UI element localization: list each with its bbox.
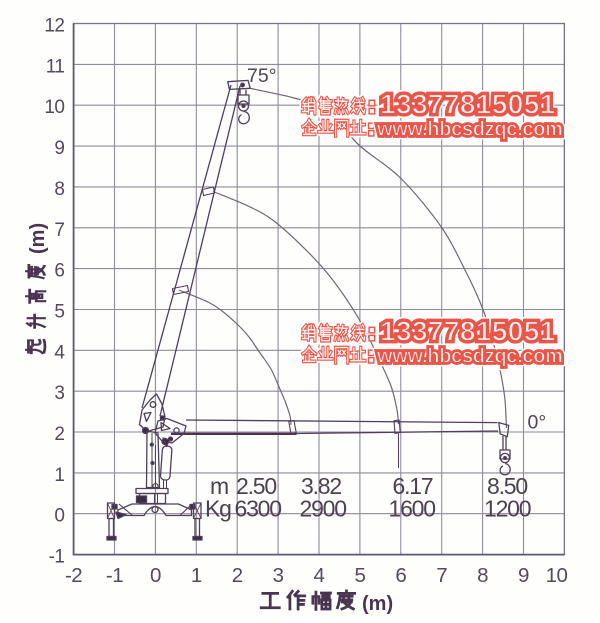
- svg-text:0°: 0°: [528, 412, 547, 434]
- svg-text:0: 0: [54, 506, 64, 527]
- svg-text:8: 8: [54, 179, 64, 200]
- svg-text:10: 10: [546, 564, 568, 587]
- svg-text:6: 6: [395, 564, 406, 587]
- svg-text:9: 9: [54, 138, 64, 159]
- svg-text:5: 5: [54, 302, 64, 323]
- svg-text:7: 7: [54, 220, 64, 241]
- svg-text:2: 2: [232, 564, 243, 587]
- svg-text:13377815051: 13377815051: [380, 89, 556, 120]
- svg-text:-1: -1: [106, 564, 123, 587]
- svg-text:www.hbcsdzqc.com: www.hbcsdzqc.com: [376, 118, 563, 140]
- svg-text:www.hbcsdzqc.com: www.hbcsdzqc.com: [376, 345, 563, 367]
- svg-text:www.hbcsdzqc.com: www.hbcsdzqc.com: [376, 118, 563, 140]
- svg-text:2: 2: [54, 424, 64, 445]
- svg-text:1600: 1600: [389, 496, 436, 522]
- svg-text:12: 12: [44, 16, 64, 37]
- svg-text:4: 4: [314, 564, 325, 587]
- svg-text:m: m: [210, 473, 228, 499]
- svg-text:13377815051: 13377815051: [380, 316, 556, 347]
- svg-text:6300: 6300: [235, 496, 282, 522]
- svg-text:13377815051: 13377815051: [380, 316, 556, 347]
- svg-text:5: 5: [354, 564, 365, 587]
- svg-text:3.82: 3.82: [301, 473, 341, 499]
- svg-text:Kg: Kg: [205, 496, 231, 522]
- svg-text:6: 6: [54, 261, 64, 282]
- svg-text:www.hbcsdzqc.com: www.hbcsdzqc.com: [376, 345, 563, 367]
- svg-text:75°: 75°: [247, 65, 277, 87]
- svg-text:3: 3: [54, 383, 64, 404]
- svg-text:www.hbcsdzqc.com: www.hbcsdzqc.com: [376, 345, 563, 367]
- svg-text:2900: 2900: [300, 496, 347, 522]
- svg-text:-2: -2: [65, 564, 82, 587]
- svg-text:3: 3: [273, 564, 284, 587]
- svg-text:(m): (m): [362, 593, 393, 615]
- svg-text:13377815051: 13377815051: [380, 316, 556, 347]
- svg-text:11: 11: [46, 56, 65, 77]
- svg-text:1200: 1200: [484, 496, 531, 522]
- svg-text:8: 8: [477, 564, 488, 587]
- svg-text:2.50: 2.50: [236, 473, 276, 499]
- svg-text:10: 10: [44, 97, 64, 118]
- svg-text:9: 9: [518, 564, 529, 587]
- svg-text:4: 4: [54, 342, 65, 363]
- svg-text:1: 1: [191, 564, 202, 587]
- svg-text:13377815051: 13377815051: [380, 89, 556, 120]
- svg-text:7: 7: [436, 564, 447, 587]
- svg-text:1: 1: [54, 465, 64, 486]
- svg-text:13377815051: 13377815051: [380, 89, 556, 120]
- svg-text:-1: -1: [49, 547, 65, 568]
- svg-text:6.17: 6.17: [393, 473, 433, 499]
- svg-text:(m): (m): [27, 223, 49, 254]
- svg-text:0: 0: [150, 564, 161, 587]
- svg-text:www.hbcsdzqc.com: www.hbcsdzqc.com: [376, 118, 563, 140]
- svg-text:8.50: 8.50: [487, 473, 527, 499]
